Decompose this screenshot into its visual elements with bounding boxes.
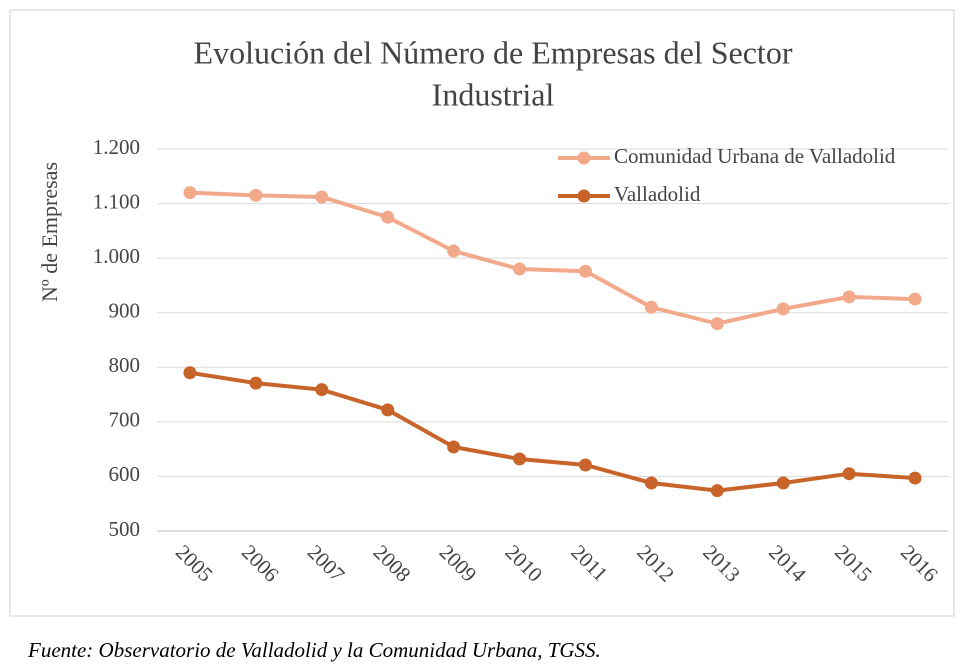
data-point xyxy=(578,264,592,278)
series-line xyxy=(189,190,916,326)
data-point xyxy=(710,484,724,498)
data-point xyxy=(381,210,395,224)
data-point xyxy=(513,452,527,466)
data-point xyxy=(644,300,658,314)
data-point xyxy=(578,458,592,472)
data-point xyxy=(447,440,461,454)
data-point xyxy=(249,188,263,202)
y-tick-label: 600 xyxy=(109,462,141,486)
data-point xyxy=(842,467,856,481)
data-point xyxy=(315,190,329,204)
data-point xyxy=(644,476,658,490)
y-tick-label: 800 xyxy=(109,353,141,377)
legend-marker xyxy=(577,189,591,203)
y-tick-label: 700 xyxy=(109,408,141,432)
data-point xyxy=(183,186,197,200)
source-note: Fuente: Observatorio de Valladolid y la … xyxy=(27,638,601,662)
data-point xyxy=(908,471,922,485)
data-point xyxy=(710,317,724,331)
y-tick-label: 1.000 xyxy=(93,244,140,268)
chart-title: Evolución del Número de Empresas del Sec… xyxy=(194,34,793,70)
legend-label: Comunidad Urbana de Valladolid xyxy=(614,144,896,168)
data-point xyxy=(513,262,527,276)
data-point xyxy=(842,290,856,304)
legend-label: Valladolid xyxy=(614,182,701,206)
series-line xyxy=(189,370,916,493)
data-point xyxy=(447,244,461,258)
legend-marker xyxy=(577,151,591,165)
data-point xyxy=(249,376,263,390)
data-point xyxy=(776,302,790,316)
y-tick-label: 500 xyxy=(109,517,141,541)
data-point xyxy=(183,366,197,380)
data-point xyxy=(315,383,329,397)
chart-title: Industrial xyxy=(432,76,555,112)
y-axis-label: Nº de Empresas xyxy=(37,162,62,302)
data-point xyxy=(776,476,790,490)
data-point xyxy=(908,292,922,306)
y-tick-label: 1.200 xyxy=(93,135,140,159)
y-tick-label: 900 xyxy=(109,299,141,323)
data-point xyxy=(381,403,395,417)
y-tick-label: 1.100 xyxy=(93,189,140,213)
